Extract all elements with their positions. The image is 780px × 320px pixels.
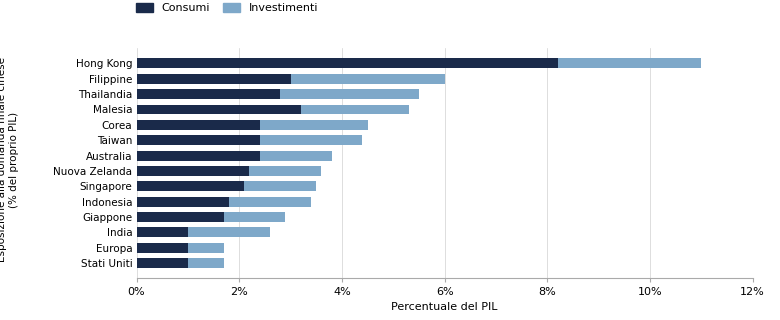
Bar	[250, 166, 321, 176]
Text: Esposizione alla domanda finale cinese
(% del proprio PIL): Esposizione alla domanda finale cinese (…	[0, 58, 19, 262]
Bar	[244, 181, 316, 191]
Bar	[136, 212, 224, 222]
Bar	[188, 227, 270, 237]
Bar	[558, 59, 701, 68]
Bar	[136, 89, 280, 99]
Bar	[136, 74, 290, 84]
Legend: Consumi, Investimenti: Consumi, Investimenti	[136, 3, 318, 13]
Bar	[136, 258, 188, 268]
Bar	[136, 135, 260, 145]
Bar	[136, 120, 260, 130]
Bar	[260, 120, 367, 130]
X-axis label: Percentuale del PIL: Percentuale del PIL	[392, 301, 498, 312]
Bar	[136, 196, 229, 206]
Bar	[290, 74, 445, 84]
Bar	[188, 258, 224, 268]
Bar	[280, 89, 419, 99]
Bar	[136, 181, 244, 191]
Bar	[136, 105, 301, 115]
Bar	[229, 196, 311, 206]
Bar	[136, 227, 188, 237]
Bar	[136, 59, 558, 68]
Bar	[136, 243, 188, 252]
Bar	[224, 212, 285, 222]
Bar	[188, 243, 224, 252]
Bar	[260, 135, 363, 145]
Bar	[301, 105, 409, 115]
Bar	[136, 166, 250, 176]
Bar	[260, 150, 332, 161]
Bar	[136, 150, 260, 161]
